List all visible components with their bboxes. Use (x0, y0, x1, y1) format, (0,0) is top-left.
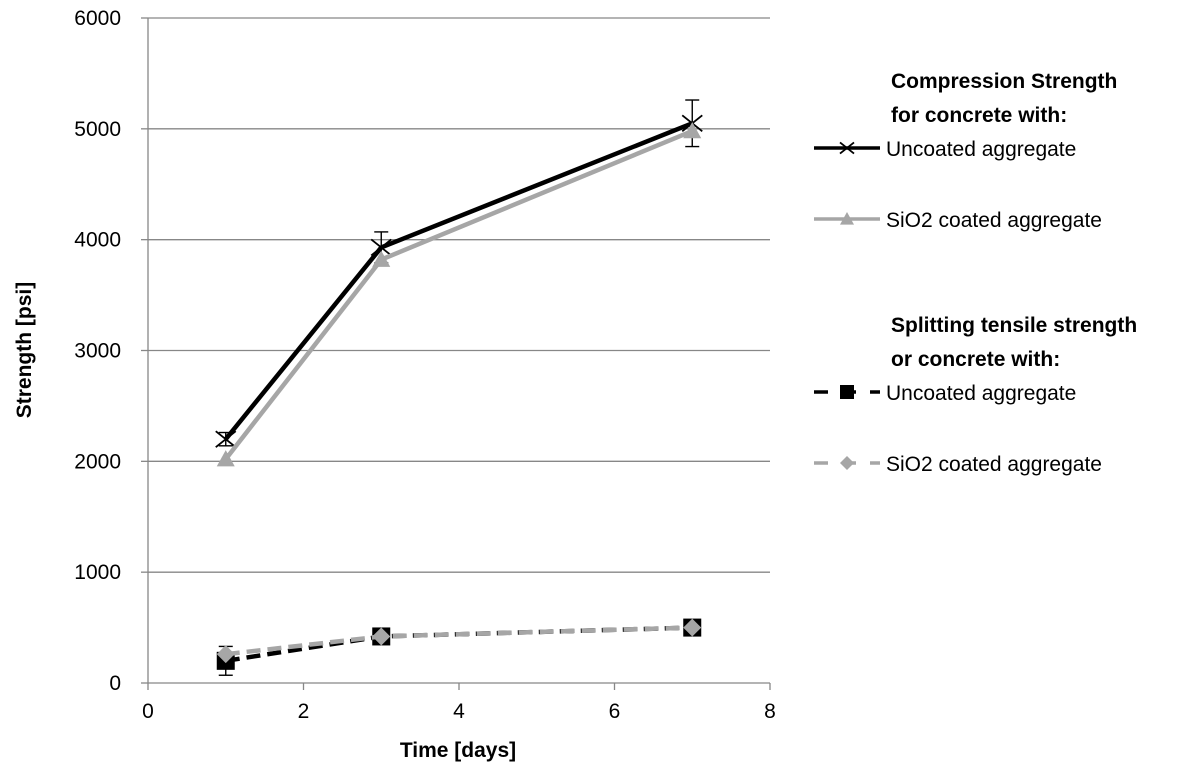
y-tick-label: 6000 (74, 7, 121, 30)
marker-x-stroke (215, 430, 237, 448)
marker-triangle (216, 450, 235, 467)
marker-x (215, 430, 237, 448)
legend-item: SiO2 coated aggregate (814, 453, 1102, 476)
legend-heading: or concrete with: (891, 348, 1060, 371)
y-axis-title: Strength [psi] (13, 282, 36, 419)
legend-label: SiO2 coated aggregate (886, 453, 1102, 476)
marker-x-stroke (370, 238, 392, 257)
marker-x (370, 238, 392, 257)
y-tick-label: 2000 (74, 450, 121, 473)
marker-triangle (372, 250, 391, 267)
legend-item: Uncoated aggregate (814, 138, 1076, 161)
x-tick-label: 2 (298, 700, 310, 723)
legend-heading: Splitting tensile strength (891, 314, 1137, 337)
marker-diamond (216, 645, 235, 664)
marker-x-stroke (839, 141, 855, 155)
y-tick-label: 5000 (74, 118, 121, 141)
legend-label: Uncoated aggregate (886, 382, 1076, 405)
legend-group-1: Splitting tensile strength or concrete wi… (814, 314, 1137, 476)
axes (141, 17, 771, 690)
marker-diamond (372, 627, 391, 646)
legend-group-0: Compression Strength for concrete with: Un… (814, 70, 1117, 232)
y-tick-label: 0 (109, 672, 121, 695)
grid-lines (148, 17, 770, 573)
series-0 (215, 99, 703, 448)
series-line (223, 128, 694, 461)
legend-label: Uncoated aggregate (886, 138, 1076, 161)
marker-triangle (683, 122, 702, 139)
marker-x (839, 141, 855, 155)
y-tick-label: 3000 (74, 340, 121, 363)
y-tick-label: 1000 (74, 561, 121, 584)
marker-square (840, 385, 854, 399)
marker-diamond (840, 456, 854, 470)
legend: Compression Strength for concrete with: Un… (814, 70, 1137, 476)
marker-triangle (840, 212, 854, 225)
series-line (224, 121, 694, 441)
x-axis-title: Time [days] (400, 739, 516, 762)
tick-labels: 0 1000 2000 3000 4000 5000 6000 0 2 4 6 8 (74, 7, 776, 723)
y-tick-label: 4000 (74, 229, 121, 252)
legend-label: SiO2 coated aggregate (886, 209, 1102, 232)
plot-area (215, 99, 703, 676)
x-tick-label: 4 (453, 700, 465, 723)
legend-heading: for concrete with: (891, 104, 1067, 127)
x-tick-label: 6 (609, 700, 621, 723)
x-tick-label: 8 (764, 700, 776, 723)
legend-heading: Compression Strength (891, 70, 1117, 93)
series-3 (216, 618, 702, 664)
x-tick-label: 0 (142, 700, 154, 723)
series-1 (216, 122, 702, 467)
legend-item: Uncoated aggregate (814, 382, 1076, 405)
legend-item: SiO2 coated aggregate (814, 209, 1102, 232)
marker-diamond (683, 618, 702, 637)
